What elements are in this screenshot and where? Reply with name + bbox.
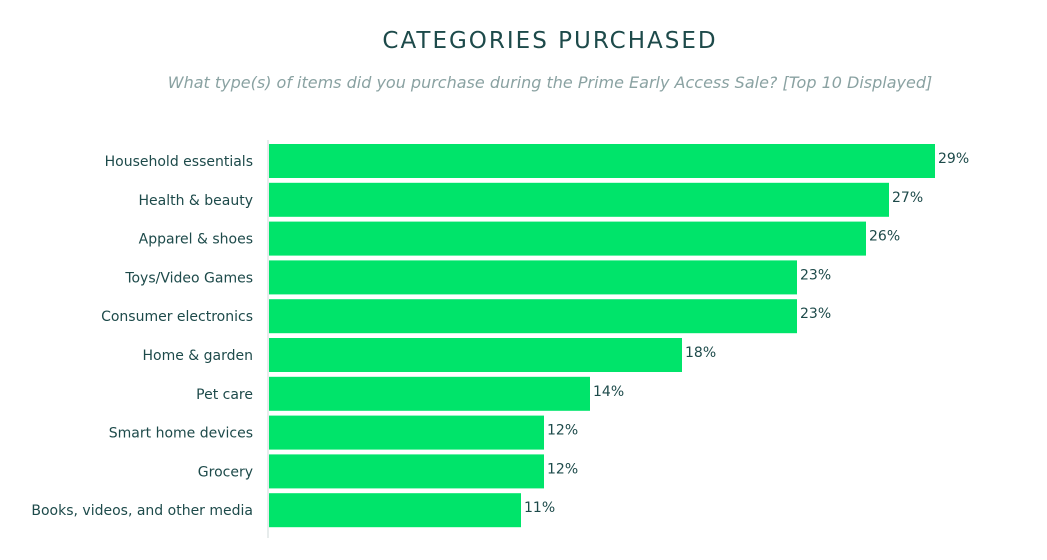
data-label: 14% bbox=[593, 384, 624, 400]
category-label: Household essentials bbox=[105, 154, 253, 170]
bar bbox=[269, 221, 866, 256]
bar bbox=[269, 338, 682, 372]
data-label: 26% bbox=[869, 229, 900, 245]
data-label: 12% bbox=[547, 423, 578, 439]
category-label: Smart home devices bbox=[109, 426, 253, 442]
bar bbox=[269, 260, 797, 295]
category-label: Apparel & shoes bbox=[139, 232, 253, 248]
data-label: 11% bbox=[524, 500, 555, 516]
category-label: Books, videos, and other media bbox=[31, 503, 253, 519]
data-label: 29% bbox=[938, 151, 969, 167]
data-label: 18% bbox=[685, 345, 716, 361]
bar bbox=[269, 376, 590, 411]
category-label: Health & beauty bbox=[138, 193, 253, 209]
bar bbox=[269, 454, 544, 489]
category-label: Toys/Video Games bbox=[124, 270, 253, 286]
bar bbox=[269, 493, 521, 528]
bar bbox=[269, 299, 797, 334]
category-label: Grocery bbox=[198, 464, 253, 480]
data-label: 12% bbox=[547, 461, 578, 477]
bar bbox=[269, 182, 889, 217]
bars-group: Household essentials 29% Health & beauty 27… bbox=[31, 144, 969, 528]
category-label: Pet care bbox=[196, 387, 253, 403]
bar bbox=[269, 415, 544, 450]
data-label: 27% bbox=[892, 190, 923, 206]
chart-title: CATEGORIES PURCHASED bbox=[382, 28, 718, 54]
data-label: 23% bbox=[800, 306, 831, 322]
chart-subtitle: What type(s) of items did you purchase d… bbox=[167, 73, 933, 92]
category-label: Home & garden bbox=[142, 348, 253, 364]
bar bbox=[269, 144, 935, 178]
category-label: Consumer electronics bbox=[101, 309, 253, 325]
data-label: 23% bbox=[800, 267, 831, 283]
